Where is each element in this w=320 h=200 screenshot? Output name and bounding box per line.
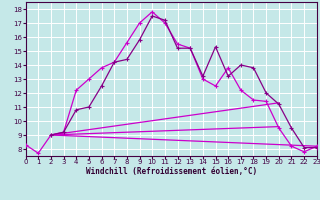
X-axis label: Windchill (Refroidissement éolien,°C): Windchill (Refroidissement éolien,°C) — [86, 167, 257, 176]
